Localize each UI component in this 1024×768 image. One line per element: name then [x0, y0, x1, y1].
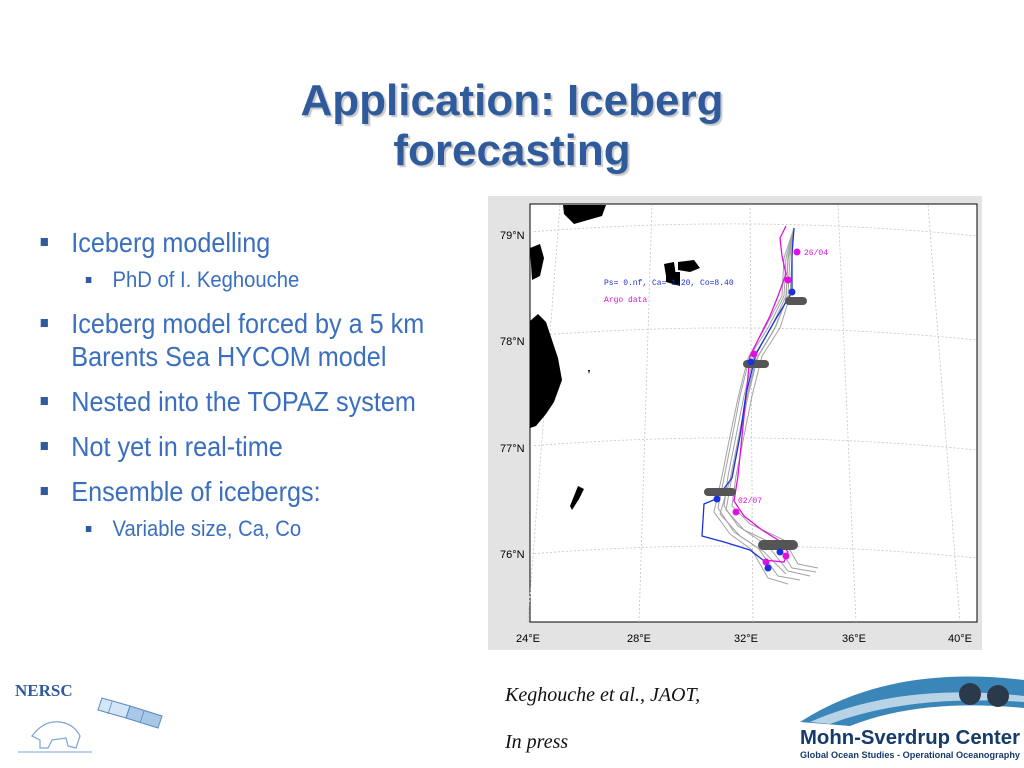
bullet-item: Iceberg modelling [38, 226, 494, 259]
citation-line-2: In press [505, 731, 569, 753]
latitude-labels: 79°N 78°N 77°N 76°N [500, 230, 525, 561]
lat-tick-label: 78°N [500, 336, 525, 348]
nersc-logo-text: NERSC [15, 681, 73, 700]
bullet-square-icon [40, 397, 48, 405]
citation-line-1: Keghouche et al., JAOT, [505, 684, 701, 706]
title-line-2: forecasting [393, 126, 631, 175]
bullet-text: Iceberg modelling [71, 227, 271, 258]
lon-tick-label: 36°E [842, 633, 866, 645]
msc-logo-name: Mohn-Sverdrup Center [800, 727, 1020, 749]
bullet-item: Not yet in real-time [38, 430, 494, 463]
sub-bullet-item: PhD of I. Keghouche [38, 267, 481, 293]
bullet-square-icon [40, 487, 48, 495]
bullet-text: Ensemble of icebergs: [71, 476, 321, 507]
lon-tick-label: 32°E [734, 633, 758, 645]
sub-bullet-text: PhD of I. Keghouche [112, 267, 300, 292]
bullet-item: Ensemble of icebergs: [38, 475, 494, 508]
ensemble-position-clusters [704, 297, 807, 550]
msc-logo-subtitle: Global Ocean Studies - Operational Ocean… [800, 750, 1020, 760]
land-masses [530, 205, 700, 510]
bullet-square-icon [40, 442, 48, 450]
sub-bullet-text: Variable size, Ca, Co [112, 516, 302, 541]
date-label-start: 26/04 [804, 249, 828, 258]
model-position-markers [713, 288, 796, 572]
lon-tick-label: 24°E [516, 633, 540, 645]
lon-tick-label: 28°E [627, 633, 651, 645]
longitude-labels: 24°E 28°E 32°E 36°E 40°E [516, 633, 972, 645]
bullet-item: Nested into the TOPAZ system [38, 385, 494, 418]
lon-tick-label: 40°E [948, 633, 972, 645]
polar-bear-icon [18, 721, 92, 753]
founders-portrait-icon [959, 683, 1009, 707]
iceberg-track-map: 26/04 02/07 Ps= 0.nf, Ca= 1.20, Co=8.40 … [488, 196, 982, 650]
bullet-square-icon [40, 319, 48, 327]
parameter-legend: Ps= 0.nf, Ca= 1.20, Co=8.40 [604, 279, 734, 288]
bullet-text: Iceberg model forced by a 5 km Barents S… [71, 308, 425, 372]
observed-position-markers [732, 248, 801, 566]
mohn-sverdrup-logo: Mohn-Sverdrup Center Global Ocean Studie… [800, 676, 1024, 760]
bullet-item: Iceberg model forced by a 5 km Barents S… [38, 307, 494, 373]
map-plot-area [529, 203, 978, 623]
data-source-legend: Argo data [604, 296, 647, 305]
slide-title: Application: Iceberg forecasting [0, 76, 1024, 176]
satellite-icon [97, 697, 163, 729]
bullet-square-icon [85, 526, 92, 532]
lat-tick-label: 76°N [500, 549, 525, 561]
nersc-logo: NERSC [15, 681, 163, 753]
sub-bullet-item: Variable size, Ca, Co [38, 516, 481, 542]
bullet-text: Nested into the TOPAZ system [71, 386, 416, 417]
date-label-mid: 02/07 [738, 497, 762, 506]
bullet-square-icon [85, 277, 92, 283]
bullet-text: Not yet in real-time [71, 431, 283, 462]
lat-tick-label: 77°N [500, 443, 525, 455]
bullet-list: Iceberg modelling PhD of I. Keghouche Ic… [38, 226, 478, 556]
lat-tick-label: 79°N [500, 230, 525, 242]
title-line-1: Application: Iceberg [300, 76, 724, 125]
map-graticule [527, 203, 978, 623]
bullet-square-icon [40, 238, 48, 246]
